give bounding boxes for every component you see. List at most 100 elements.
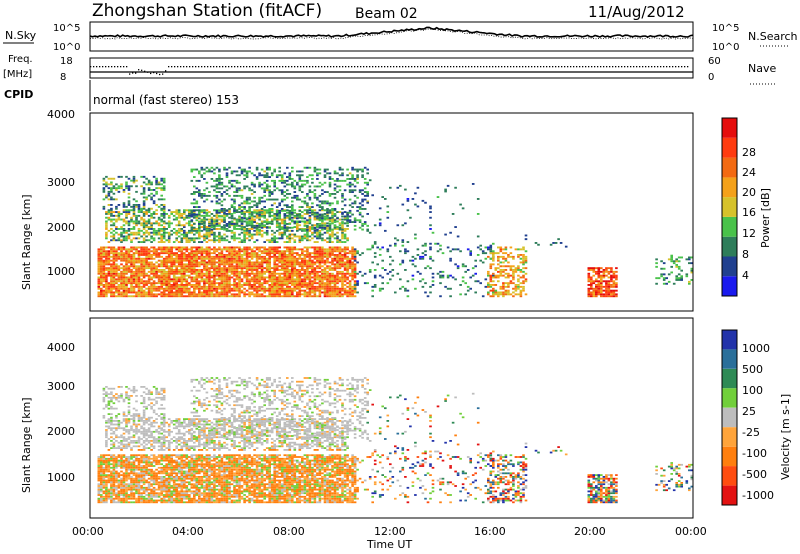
power-cell — [157, 293, 161, 296]
power-cell — [318, 216, 322, 219]
power-cell — [203, 284, 206, 286]
power-cell — [318, 274, 322, 277]
power-cell — [273, 179, 276, 182]
power-cell — [263, 267, 266, 270]
power-cell — [105, 175, 108, 178]
power-cell — [308, 208, 312, 210]
power-cell — [205, 235, 209, 238]
power-cell — [341, 221, 344, 223]
power-cell — [275, 224, 279, 227]
power-cell — [497, 293, 500, 296]
power-cell — [250, 284, 254, 286]
power-cell — [152, 254, 156, 256]
power-cell — [157, 241, 161, 243]
freq-point — [183, 66, 185, 68]
power-cell — [198, 172, 201, 175]
power-cell — [110, 204, 113, 206]
freq-point — [648, 66, 650, 68]
power-cell — [175, 255, 178, 258]
power-cell — [263, 187, 266, 190]
power-cell — [487, 274, 490, 277]
power-cell — [263, 285, 266, 288]
power-cell — [258, 181, 261, 184]
power-cell — [280, 222, 284, 225]
power-cell — [273, 255, 276, 258]
power-cell — [386, 216, 390, 219]
power-cell — [283, 278, 287, 281]
power-cell — [132, 181, 136, 184]
power-cell — [130, 289, 133, 292]
power-cell — [502, 269, 505, 271]
power-cell — [250, 172, 254, 175]
power-cell — [218, 295, 221, 298]
power-cell — [321, 217, 324, 220]
power-cell — [273, 170, 276, 173]
power-cell — [296, 254, 299, 256]
power-cell — [245, 259, 249, 262]
power-cell — [298, 170, 302, 173]
power-cell — [464, 265, 467, 268]
power-cell — [122, 254, 126, 256]
power-cell — [265, 187, 269, 190]
power-cell — [147, 261, 151, 264]
power-cell — [273, 252, 276, 255]
power-cell — [188, 259, 191, 262]
power-cell — [230, 255, 234, 258]
power-cell — [218, 215, 221, 218]
power-cell — [260, 229, 264, 232]
power-cell — [198, 191, 201, 193]
power-cell — [313, 269, 317, 271]
power-cell — [265, 250, 269, 253]
power-cell — [487, 285, 490, 288]
power-cell — [326, 291, 329, 294]
power-cell — [250, 214, 254, 217]
power-cell — [318, 282, 322, 285]
power-cell — [115, 280, 118, 283]
power-cell — [198, 291, 201, 294]
power-cell — [160, 284, 163, 286]
power-cell — [213, 287, 216, 290]
power-cell — [333, 179, 337, 182]
power-cell — [203, 226, 206, 229]
power-cell — [338, 224, 342, 227]
power-cell — [235, 181, 239, 184]
power-cell — [328, 226, 332, 228]
power-cell — [218, 263, 221, 266]
power-cell — [429, 285, 432, 288]
power-cell — [308, 289, 312, 292]
power-cell — [293, 221, 297, 223]
power-cell — [368, 269, 372, 271]
power-cell — [474, 272, 477, 275]
power-cell — [431, 276, 435, 279]
power-cell — [160, 248, 163, 251]
power-cell — [248, 239, 251, 242]
power-cell — [293, 246, 297, 249]
freq-point — [333, 66, 335, 68]
power-cell — [140, 295, 143, 298]
power-cell — [122, 211, 126, 213]
power-cell — [288, 265, 292, 268]
power-cell — [172, 254, 176, 256]
power-cell — [273, 237, 276, 240]
power-cell — [117, 293, 121, 296]
power-cell — [188, 229, 191, 232]
power-cell — [250, 211, 254, 214]
power-cell — [328, 237, 332, 240]
power-cell — [155, 229, 158, 232]
power-cell — [120, 282, 123, 285]
power-cell — [127, 289, 131, 292]
freq-point — [651, 66, 653, 68]
power-cell — [218, 276, 221, 279]
power-cell — [183, 295, 186, 298]
power-cell — [190, 269, 194, 271]
power-cell — [298, 178, 302, 180]
power-cell — [333, 250, 337, 253]
power-cell — [238, 194, 241, 197]
power-cell — [278, 257, 281, 260]
power-cell — [213, 269, 216, 271]
power-cell — [313, 282, 317, 285]
power-cell — [326, 237, 329, 240]
power-cell — [363, 194, 367, 197]
power-cell — [336, 276, 339, 279]
power-cell — [167, 289, 171, 292]
